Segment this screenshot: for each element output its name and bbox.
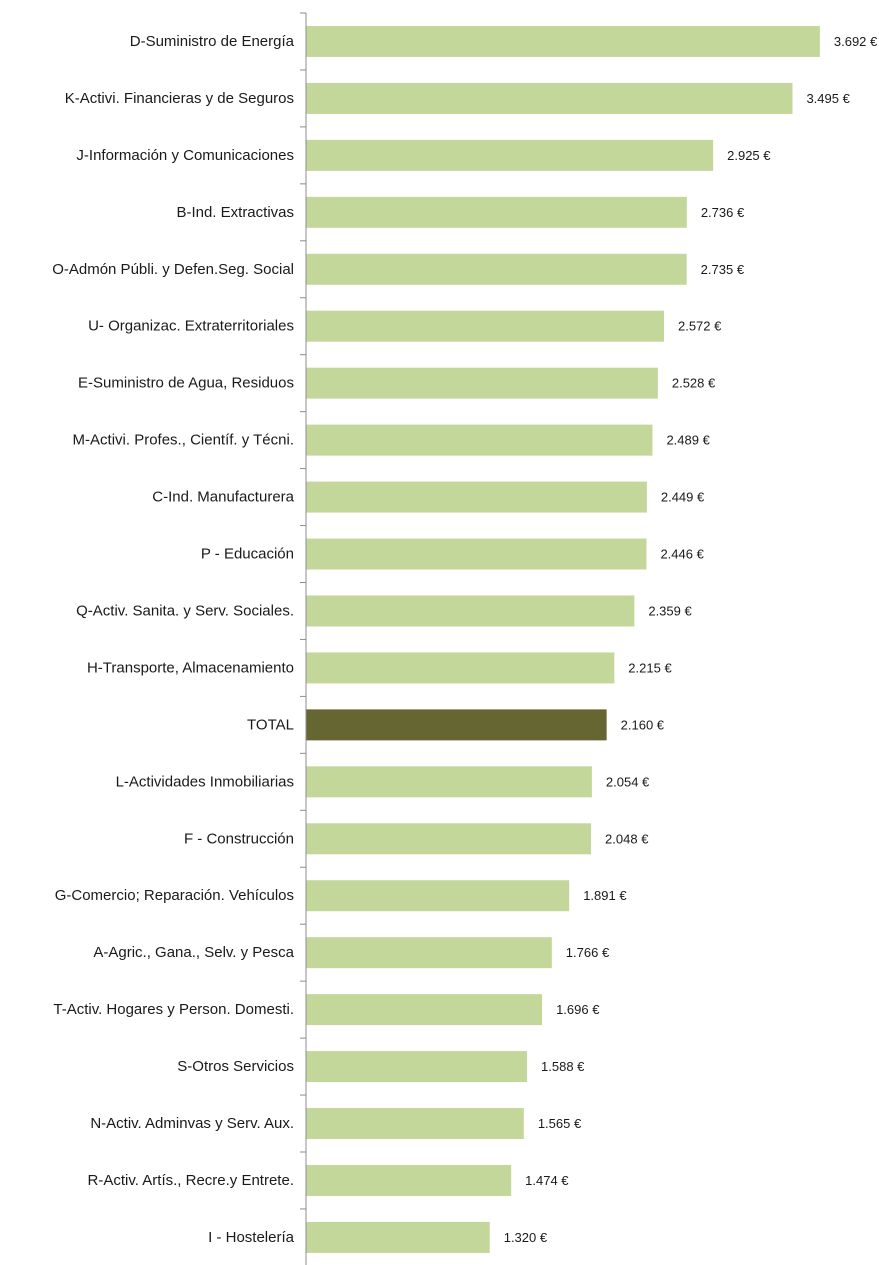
category-label-l-actividades-inmobiliarias: L-Actividades Inmobiliarias	[116, 773, 294, 790]
value-label-a-agric-gana-selv-y-pesca: 1.766 €	[566, 945, 610, 960]
value-label-total: 2.160 €	[621, 717, 665, 732]
category-label-t-activ-hogares-y-person-domesti: T-Activ. Hogares y Person. Domesti.	[53, 1001, 294, 1018]
bar-d-suministro-de-energia	[306, 25, 820, 57]
category-label-p-educacion: P - Educación	[201, 546, 294, 563]
value-label-h-transporte-almacenamiento: 2.215 €	[628, 660, 672, 675]
bar-m-activi-profes-cientif-y-tecni	[306, 424, 653, 456]
category-label-c-ind-manufacturera: C-Ind. Manufacturera	[152, 489, 294, 506]
category-label-n-activ-adminvas-y-serv-aux: N-Activ. Adminvas y Serv. Aux.	[90, 1115, 294, 1132]
value-label-u-organizac-extraterritoriales: 2.572 €	[678, 319, 722, 334]
bar-l-actividades-inmobiliarias	[306, 766, 592, 798]
category-label-k-activi-financieras-y-de-seguros: K-Activi. Financieras y de Seguros	[65, 90, 294, 107]
category-label-total: TOTAL	[247, 716, 294, 733]
value-label-l-actividades-inmobiliarias: 2.054 €	[606, 774, 650, 789]
bar-e-suministro-de-agua-residuos	[306, 367, 658, 399]
category-axis	[300, 12, 307, 1265]
bar-c-ind-manufacturera	[306, 481, 647, 513]
bar-total	[306, 709, 607, 741]
bar-q-activ-sanita-y-serv-sociales	[306, 595, 635, 627]
bar-j-informacion-y-comunicaciones	[306, 139, 714, 171]
category-label-a-agric-gana-selv-y-pesca: A-Agric., Gana., Selv. y Pesca	[93, 944, 294, 961]
category-label-f-construccion: F - Construcción	[184, 830, 294, 847]
bar-g-comercio-reparacion-vehiculos	[306, 880, 570, 912]
value-label-s-otros-servicios: 1.588 €	[541, 1059, 585, 1074]
value-label-b-ind-extractivas: 2.736 €	[701, 205, 745, 220]
value-label-e-suministro-de-agua-residuos: 2.528 €	[672, 376, 716, 391]
value-label-t-activ-hogares-y-person-domesti: 1.696 €	[556, 1002, 600, 1017]
value-label-m-activi-profes-cientif-y-tecni: 2.489 €	[666, 433, 710, 448]
bar-t-activ-hogares-y-person-domesti	[306, 994, 543, 1026]
category-label-u-organizac-extraterritoriales: U- Organizac. Extraterritoriales	[88, 318, 294, 335]
value-label-r-activ-artis-recre-y-entrete: 1.474 €	[525, 1173, 569, 1188]
value-label-d-suministro-de-energia: 3.692 €	[834, 34, 878, 49]
bar-i-hosteleria	[306, 1221, 490, 1253]
bar-s-otros-servicios	[306, 1051, 528, 1083]
value-label-p-educacion: 2.446 €	[660, 547, 704, 562]
category-label-o-admon-publi-y-defen-seg-social: O-Admón Públi. y Defen.Seg. Social	[52, 261, 294, 278]
category-labels: D-Suministro de Energía K-Activi. Financi…	[52, 33, 294, 1246]
bars-layer	[306, 25, 820, 1253]
bar-h-transporte-almacenamiento	[306, 652, 615, 684]
bar-b-ind-extractivas	[306, 196, 687, 228]
value-labels: 3.692 € 3.495 € 2.925 € 2.736 € 2.735 € 2.572…	[504, 34, 878, 1245]
bar-u-organizac-extraterritoriales	[306, 310, 664, 342]
category-label-m-activi-profes-cientif-y-tecni: M-Activi. Profes., Científ. y Técni.	[73, 432, 294, 449]
category-label-b-ind-extractivas: B-Ind. Extractivas	[176, 204, 294, 221]
bar-p-educacion	[306, 538, 647, 570]
bar-a-agric-gana-selv-y-pesca	[306, 937, 552, 969]
value-label-o-admon-publi-y-defen-seg-social: 2.735 €	[701, 262, 745, 277]
category-label-g-comercio-reparacion-vehiculos: G-Comercio; Reparación. Vehículos	[55, 887, 294, 904]
category-label-s-otros-servicios: S-Otros Servicios	[177, 1058, 294, 1075]
value-label-g-comercio-reparacion-vehiculos: 1.891 €	[583, 888, 627, 903]
category-label-i-hosteleria: I - Hostelería	[208, 1229, 295, 1246]
category-label-q-activ-sanita-y-serv-sociales: Q-Activ. Sanita. y Serv. Sociales.	[76, 602, 294, 619]
value-label-j-informacion-y-comunicaciones: 2.925 €	[727, 148, 771, 163]
value-label-i-hosteleria: 1.320 €	[504, 1230, 548, 1245]
bar-f-construccion	[306, 823, 592, 855]
category-label-d-suministro-de-energia: D-Suministro de Energía	[130, 33, 295, 50]
bar-k-activi-financieras-y-de-seguros	[306, 82, 793, 114]
category-label-h-transporte-almacenamiento: H-Transporte, Almacenamiento	[87, 659, 294, 676]
category-label-e-suministro-de-agua-residuos: E-Suministro de Agua, Residuos	[78, 375, 294, 392]
value-label-c-ind-manufacturera: 2.449 €	[661, 490, 705, 505]
value-label-q-activ-sanita-y-serv-sociales: 2.359 €	[648, 603, 692, 618]
bar-o-admon-publi-y-defen-seg-social	[306, 253, 687, 285]
category-label-j-informacion-y-comunicaciones: J-Información y Comunicaciones	[76, 147, 294, 164]
bar-r-activ-artis-recre-y-entrete	[306, 1164, 512, 1196]
bar-n-activ-adminvas-y-serv-aux	[306, 1108, 524, 1140]
category-label-r-activ-artis-recre-y-entrete: R-Activ. Artís., Recre.y Entrete.	[88, 1172, 294, 1189]
value-label-k-activi-financieras-y-de-seguros: 3.495 €	[806, 91, 850, 106]
value-label-n-activ-adminvas-y-serv-aux: 1.565 €	[538, 1116, 582, 1131]
value-label-f-construccion: 2.048 €	[605, 831, 649, 846]
